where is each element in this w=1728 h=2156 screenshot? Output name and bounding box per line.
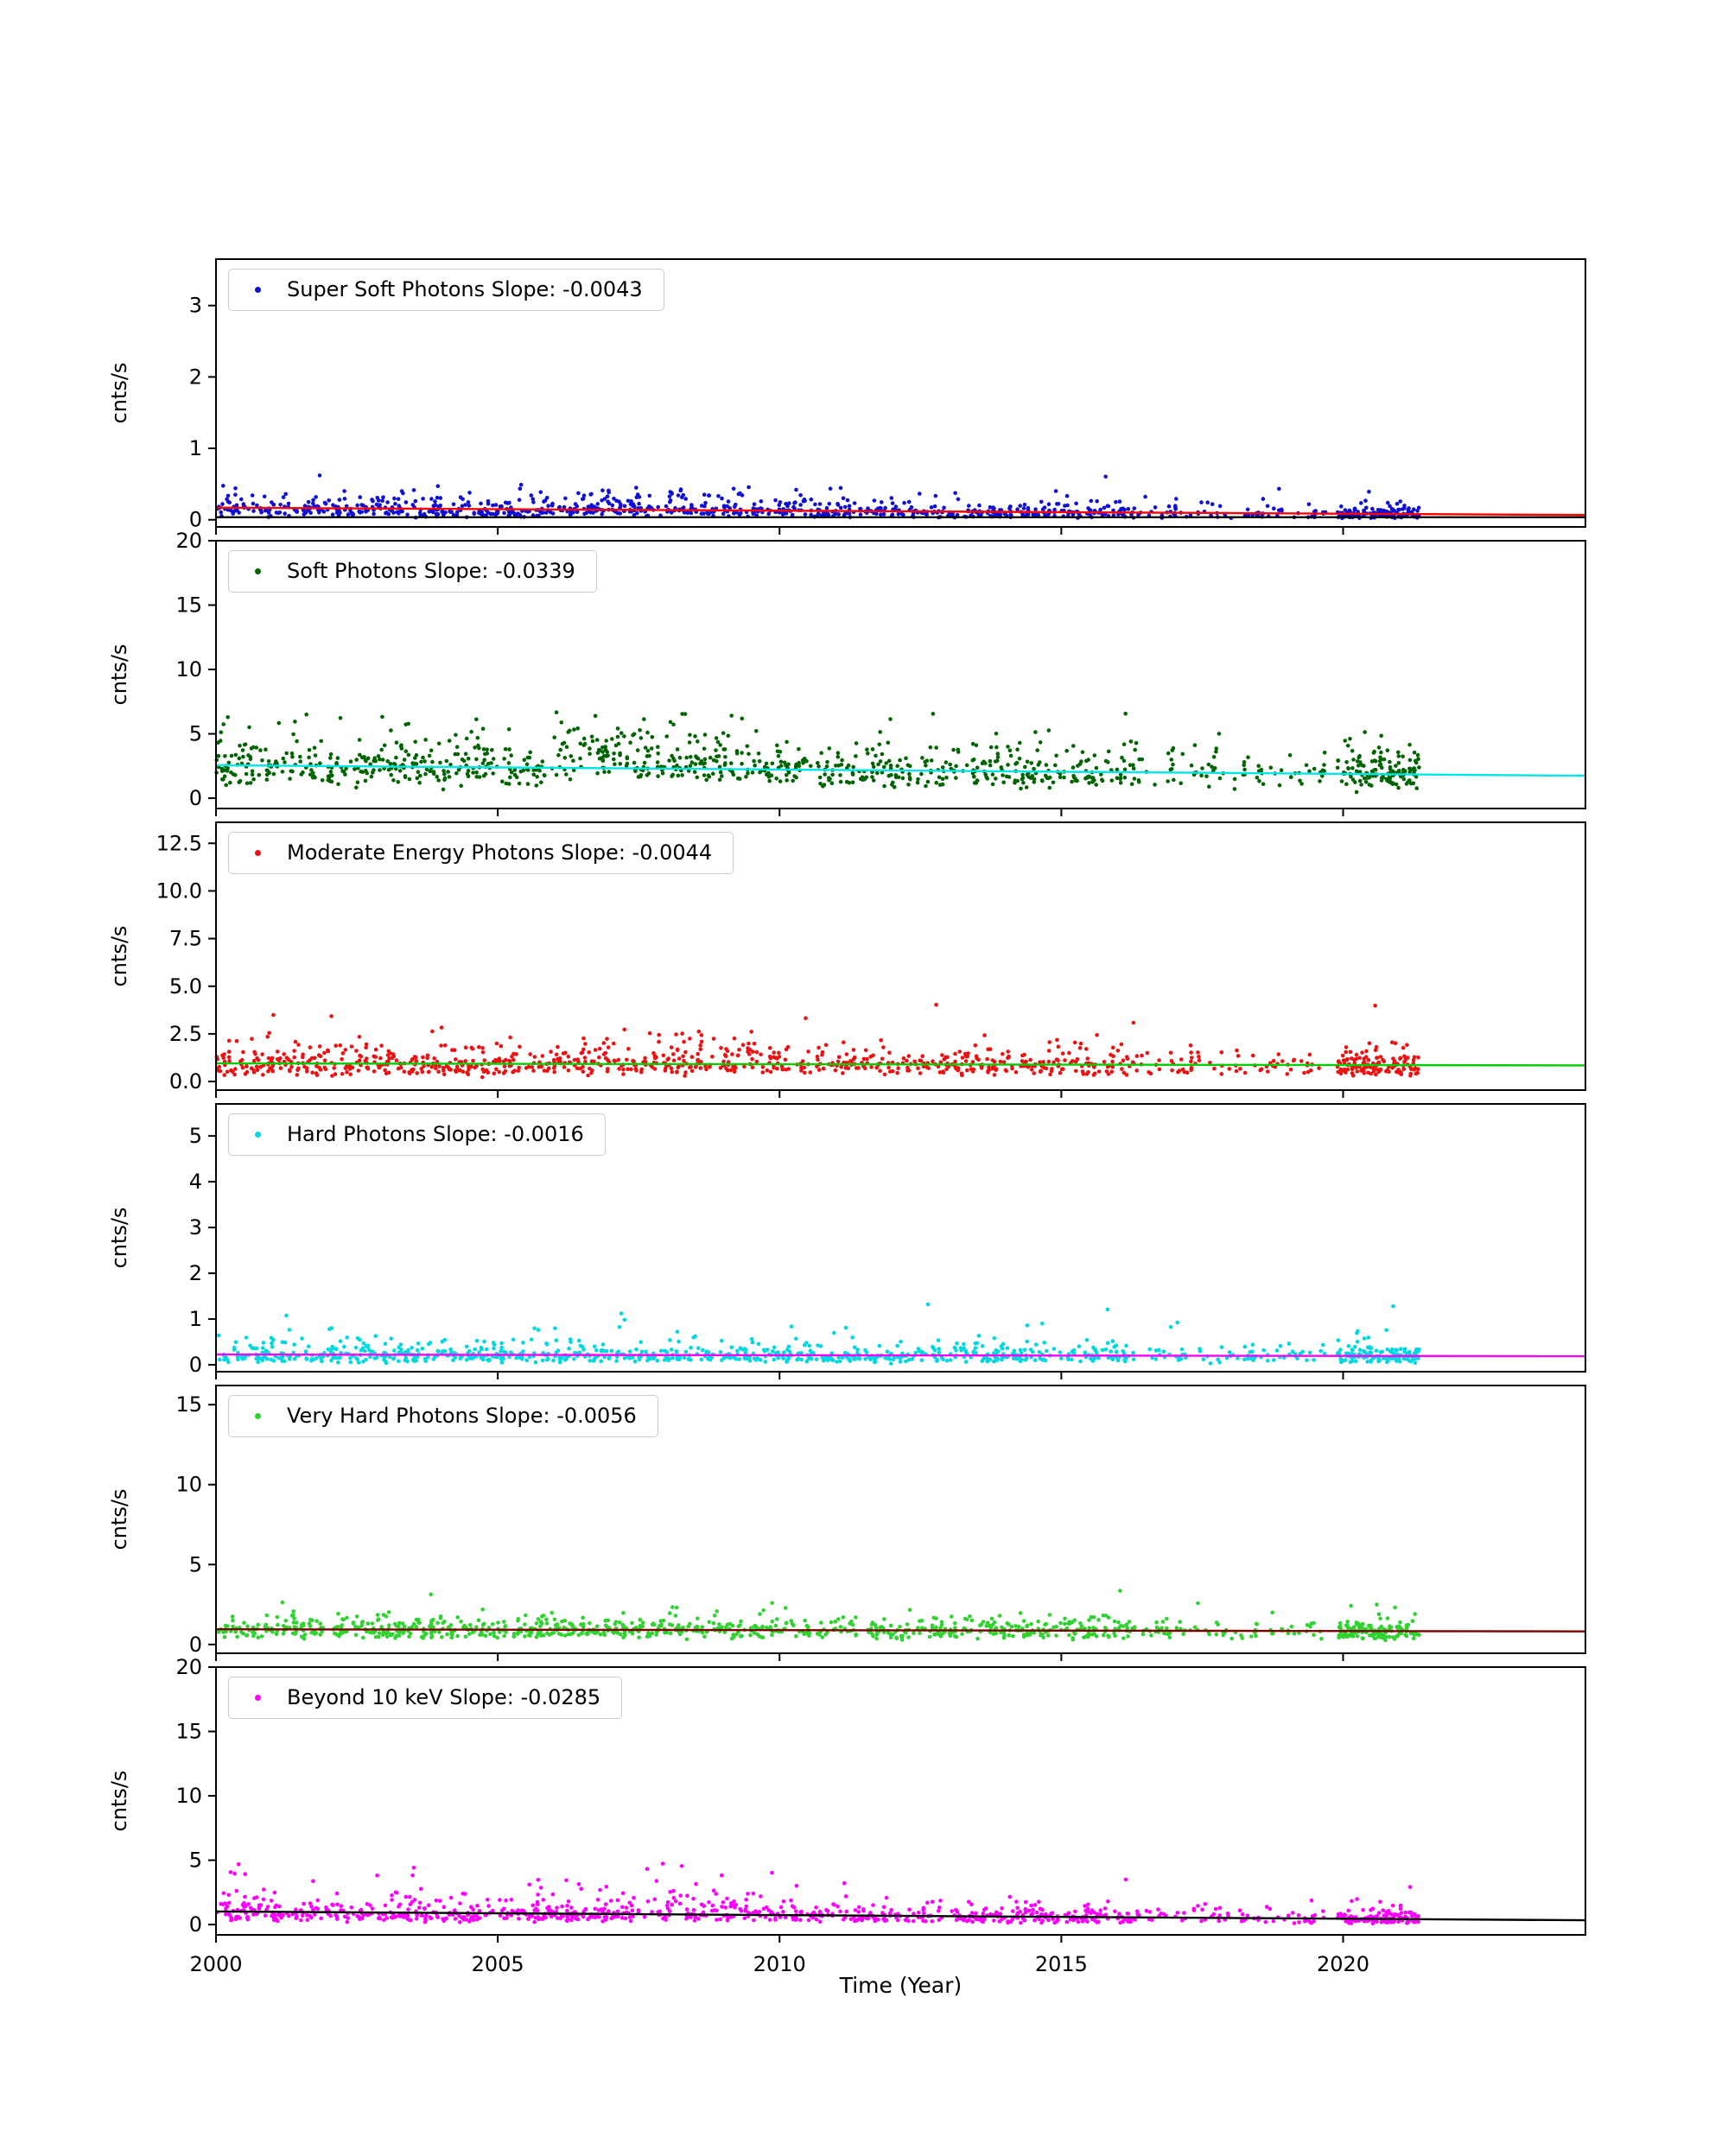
- svg-text:15: 15: [175, 593, 202, 618]
- svg-text:3: 3: [189, 1215, 202, 1240]
- panel-super-soft-photons: 0 1 2 3 cnts/s Super Soft Photons Slope: -0…: [107, 258, 1586, 535]
- legend-marker-icon: [255, 568, 261, 574]
- svg-text:2: 2: [189, 365, 202, 389]
- svg-text:0: 0: [189, 508, 202, 532]
- legend-label: Beyond 10 keV Slope: -0.0285: [287, 1685, 601, 1709]
- plot-area: 0 1 2 3: [189, 258, 1586, 535]
- y-axis-label: cnts/s: [107, 1488, 131, 1550]
- legend: Soft Photons Slope: -0.0339: [228, 550, 597, 593]
- legend: Moderate Energy Photons Slope: -0.0044: [228, 832, 734, 874]
- svg-text:1: 1: [189, 1307, 202, 1331]
- svg-text:5: 5: [189, 1124, 202, 1148]
- legend-marker-icon: [255, 286, 261, 293]
- panel-hard-photons: 0 1 2 3 4 5 cnts/s Hard Photons Slope: -0.001…: [107, 1103, 1586, 1379]
- legend-label: Super Soft Photons Slope: -0.0043: [287, 277, 643, 301]
- legend-marker-icon: [255, 1131, 261, 1138]
- svg-text:20: 20: [175, 529, 202, 553]
- svg-text:4: 4: [189, 1170, 202, 1194]
- panel-soft-photons: 0 5 10 15 20 cnts/s Soft Photons Slope: -0.0…: [107, 529, 1586, 816]
- svg-text:3: 3: [189, 294, 202, 318]
- legend-label: Moderate Energy Photons Slope: -0.0044: [287, 840, 713, 865]
- svg-text:0: 0: [189, 1353, 202, 1377]
- legend: Super Soft Photons Slope: -0.0043: [228, 269, 664, 311]
- y-axis-label: cnts/s: [107, 644, 131, 706]
- plot-area: 0 5 10 15 20: [175, 529, 1586, 816]
- svg-text:5.0: 5.0: [169, 974, 202, 999]
- svg-text:10: 10: [175, 657, 202, 682]
- svg-text:2.5: 2.5: [169, 1022, 202, 1046]
- y-axis-label: cnts/s: [107, 1207, 131, 1269]
- legend-marker-icon: [255, 1412, 261, 1419]
- plot-area: 0 1 2 3 4 5: [189, 1103, 1586, 1379]
- svg-text:5: 5: [189, 722, 202, 746]
- legend-marker-icon: [255, 1694, 261, 1701]
- y-axis-label: cnts/s: [107, 925, 131, 987]
- legend-label: Hard Photons Slope: -0.0016: [287, 1122, 584, 1146]
- panels: 0 1 2 3 cnts/s Super Soft Photons Slope: -0…: [107, 258, 1586, 1976]
- legend-label: Soft Photons Slope: -0.0339: [287, 559, 575, 583]
- svg-text:0.0: 0.0: [169, 1069, 202, 1094]
- x-axis-label: Time (Year): [839, 1973, 962, 1998]
- svg-text:2: 2: [189, 1261, 202, 1285]
- panel-beyond-10-kev: 0 5 10 15 20 2000 2005 2010 2015 2020 cnts/s Beyo…: [107, 1655, 1586, 1976]
- svg-text:12.5: 12.5: [156, 831, 202, 855]
- plot-area: 0.0 2.5 5.0 7.5 10.0 12.5: [156, 821, 1586, 1098]
- y-axis-label: cnts/s: [107, 362, 131, 424]
- legend: Very Hard Photons Slope: -0.0056: [228, 1395, 658, 1437]
- legend: Hard Photons Slope: -0.0016: [228, 1113, 606, 1156]
- svg-text:10.0: 10.0: [156, 878, 202, 903]
- svg-text:1: 1: [189, 436, 202, 460]
- figure: 0 1 2 3 cnts/s Super Soft Photons Slope: -0…: [107, 258, 1586, 1998]
- svg-text:0: 0: [189, 786, 202, 810]
- svg-text:7.5: 7.5: [169, 927, 202, 951]
- y-axis-label: cnts/s: [107, 1770, 131, 1832]
- panel-very-hard-photons: 0 5 10 15 cnts/s Very Hard Photons Slope: -…: [107, 1385, 1586, 1661]
- legend-label: Very Hard Photons Slope: -0.0056: [287, 1404, 637, 1428]
- legend: Beyond 10 keV Slope: -0.0285: [228, 1677, 623, 1719]
- panel-moderate-energy-photons: 0.0 2.5 5.0 7.5 10.0 12.5 cnts/s Moderate Ene…: [107, 821, 1586, 1098]
- legend-marker-icon: [255, 849, 261, 856]
